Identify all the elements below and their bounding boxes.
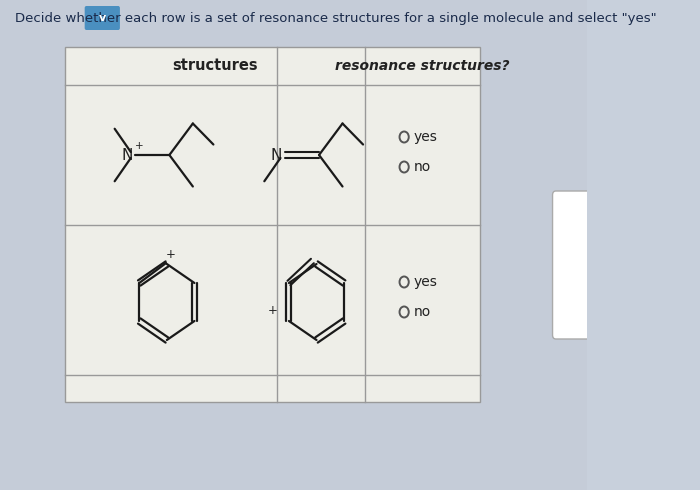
Text: N: N	[121, 147, 132, 163]
FancyBboxPatch shape	[552, 191, 593, 339]
Text: Decide whether each row is a set of resonance structures for a single molecule a: Decide whether each row is a set of reso…	[15, 12, 657, 25]
Text: v: v	[99, 13, 106, 23]
Text: N: N	[271, 147, 282, 163]
Text: no: no	[414, 160, 430, 174]
Text: structures: structures	[172, 58, 258, 74]
Bar	[65, 47, 480, 402]
Text: no: no	[414, 305, 430, 319]
Text: +: +	[135, 141, 143, 151]
FancyBboxPatch shape	[85, 6, 120, 30]
Text: yes: yes	[414, 130, 438, 144]
Text: resonance structures?: resonance structures?	[335, 59, 510, 73]
Text: +: +	[165, 248, 175, 262]
Text: yes: yes	[414, 275, 438, 289]
Text: +: +	[268, 303, 278, 317]
